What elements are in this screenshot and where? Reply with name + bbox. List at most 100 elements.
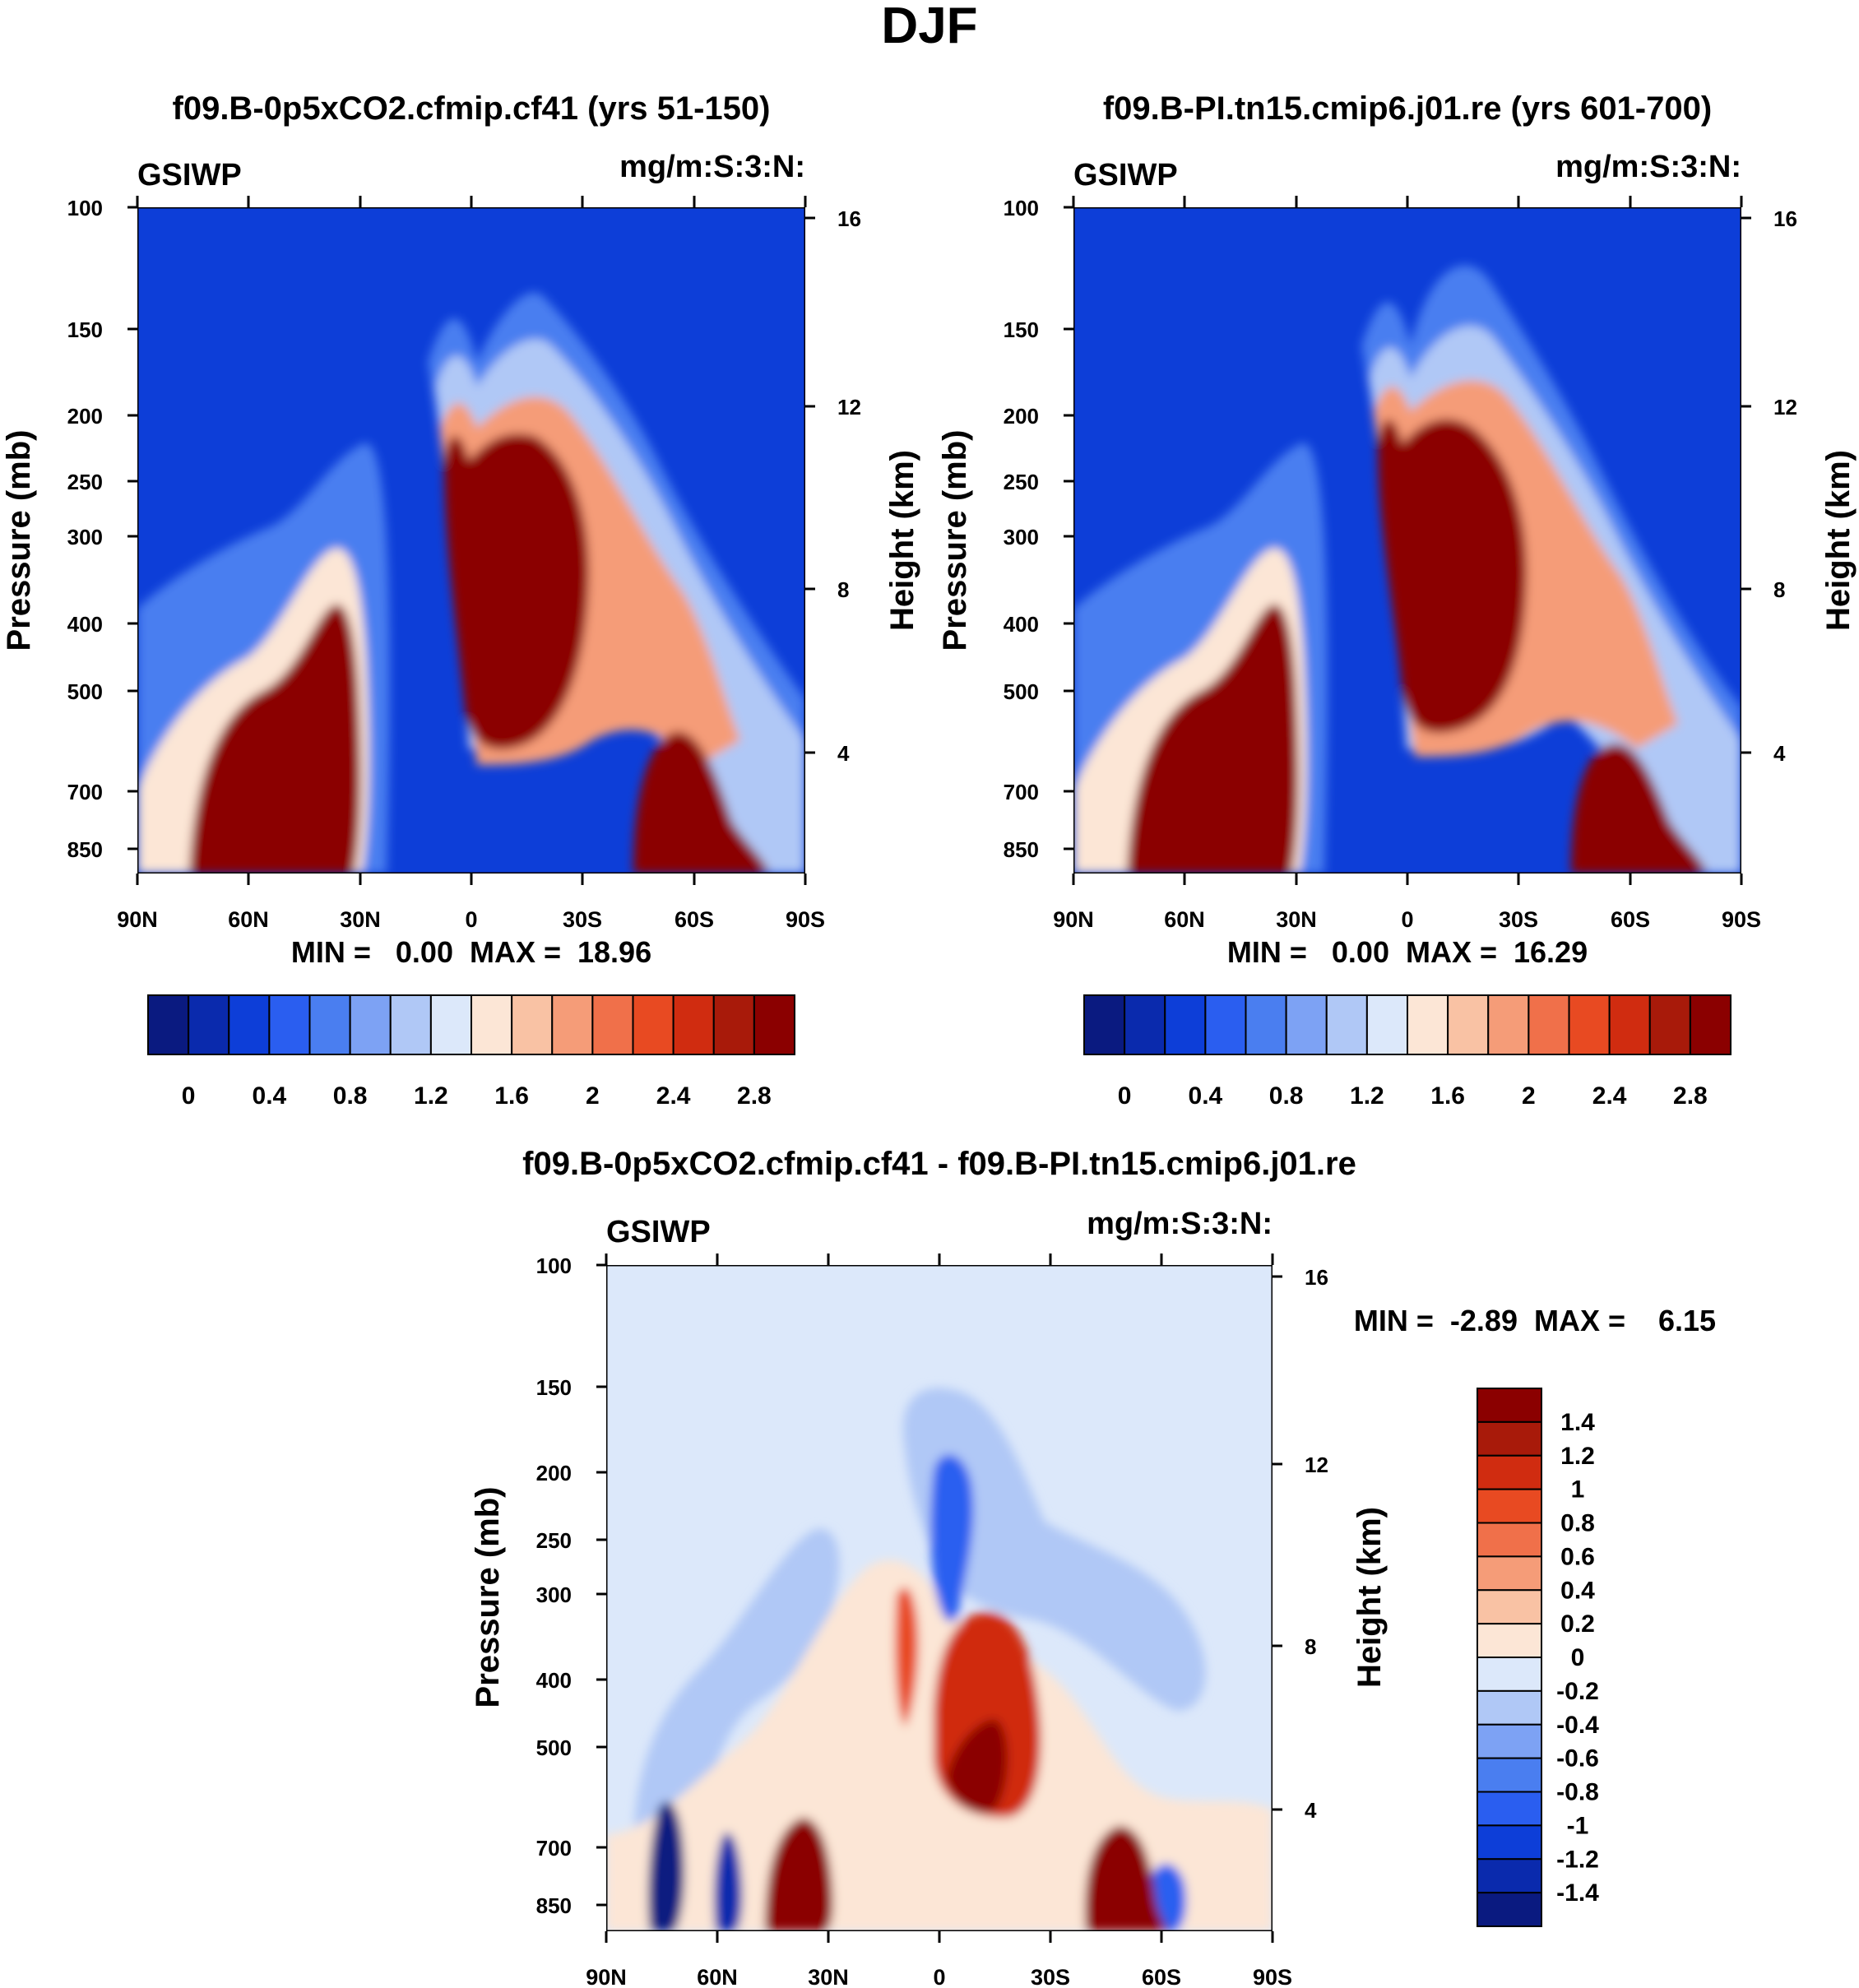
p3-colorbar-label-11: -0.8 bbox=[1556, 1779, 1599, 1806]
p2-xtick-0: 0 bbox=[1401, 907, 1413, 932]
p3-colorbar-label-12: -1 bbox=[1567, 1812, 1589, 1839]
p2-colorbar-label-3: 1.2 bbox=[1350, 1082, 1384, 1110]
p1-colorbar-swatch-14 bbox=[712, 994, 755, 1055]
p1-xtick-0: 0 bbox=[465, 907, 477, 932]
p1-y2tick-8: 8 bbox=[837, 577, 849, 602]
p3-colorbar-swatch-7 bbox=[1477, 1623, 1542, 1658]
p3-xtick-60s: 60S bbox=[1142, 1965, 1181, 1988]
panel-3-pos-core-right bbox=[1085, 1826, 1168, 1931]
p1-colorbar-swatch-1 bbox=[188, 994, 230, 1055]
panel-1-units-label: mg/m:S:3:N: bbox=[619, 150, 805, 184]
p2-xtick-30s: 30S bbox=[1499, 907, 1538, 932]
p2-ytick-850: 850 bbox=[1004, 837, 1039, 862]
p3-ytick-150: 150 bbox=[536, 1375, 572, 1400]
p3-colorbar-swatch-4 bbox=[1477, 1522, 1542, 1558]
p1-colorbar-label-1: 0.4 bbox=[253, 1082, 287, 1110]
p2-y2tick-12: 12 bbox=[1773, 395, 1797, 419]
panel-2-title: f09.B-PI.tn15.cmip6.j01.re (yrs 601-700) bbox=[1103, 90, 1712, 127]
p2-y2tick-16: 16 bbox=[1773, 206, 1797, 231]
p1-ytick-400: 400 bbox=[67, 612, 103, 637]
panel-3-neg-region-left bbox=[633, 1528, 840, 1851]
p1-colorbar-swatch-2 bbox=[228, 994, 271, 1055]
p3-ytick-100: 100 bbox=[536, 1254, 572, 1278]
p2-colorbar-swatch-2 bbox=[1164, 994, 1207, 1055]
p1-colorbar-swatch-8 bbox=[471, 994, 513, 1055]
panel-3-pos-core-left bbox=[765, 1818, 833, 1931]
p2-colorbar-swatch-12 bbox=[1568, 994, 1611, 1055]
p1-xtick-60n: 60N bbox=[228, 907, 269, 932]
p1-colorbar-label-6: 2.4 bbox=[656, 1082, 691, 1110]
p1-colorbar-swatch-12 bbox=[632, 994, 675, 1055]
panel-3-title: f09.B-0p5xCO2.cfmip.cf41 - f09.B-PI.tn15… bbox=[522, 1146, 1356, 1182]
p3-colorbar-swatch-13 bbox=[1477, 1824, 1542, 1861]
panel-2-y-labels: 100 150 200 250 300 400 500 700 850 16 1… bbox=[1004, 196, 1797, 862]
panel-3-neg-core-left1 bbox=[648, 1801, 684, 1931]
p1-ytick-850: 850 bbox=[67, 837, 103, 862]
p1-colorbar-swatch-9 bbox=[511, 994, 554, 1055]
panel-2-core-left bbox=[1127, 604, 1299, 874]
p2-colorbar-swatch-10 bbox=[1487, 994, 1530, 1055]
p2-colorbar-label-0: 0 bbox=[1118, 1082, 1132, 1110]
p1-colorbar-swatch-6 bbox=[389, 994, 432, 1055]
p3-xtick-30s: 30S bbox=[1031, 1965, 1070, 1988]
p2-ytick-400: 400 bbox=[1004, 612, 1039, 637]
p3-colorbar-label-14: -1.4 bbox=[1556, 1879, 1599, 1907]
p3-colorbar-label-8: -0.2 bbox=[1556, 1678, 1599, 1705]
p3-y2tick-8: 8 bbox=[1305, 1634, 1316, 1659]
panel-2-plot bbox=[1073, 207, 1741, 874]
panel-3-minmax: MIN = -2.89 MAX = 6.15 bbox=[1354, 1304, 1716, 1337]
figure-title: DJF bbox=[881, 0, 977, 54]
panel-3-plot bbox=[606, 1265, 1273, 1931]
panel-2-variable-label: GSIWP bbox=[1073, 158, 1178, 192]
panel-1-minmax: MIN = 0.00 MAX = 18.96 bbox=[291, 935, 651, 969]
p3-colorbar-swatch-12 bbox=[1477, 1791, 1542, 1827]
p3-colorbar-swatch-6 bbox=[1477, 1589, 1542, 1625]
p1-xtick-90n: 90N bbox=[117, 907, 158, 932]
p3-colorbar-label-13: -1.2 bbox=[1556, 1846, 1599, 1873]
p3-colorbar-label-5: 0.4 bbox=[1560, 1577, 1595, 1604]
panel-1-y-labels: 100 150 200 250 300 400 500 700 850 16 1… bbox=[67, 196, 861, 862]
p2-colorbar-label-1: 0.4 bbox=[1189, 1082, 1223, 1110]
p1-colorbar-swatch-7 bbox=[429, 994, 472, 1055]
panel-3-x-labels: 90N 60N 30N 0 30S 60S 90S bbox=[586, 1965, 1292, 1988]
p2-colorbar-swatch-15 bbox=[1689, 994, 1732, 1055]
panel-1-plot bbox=[137, 207, 805, 874]
p3-colorbar-label-10: -0.6 bbox=[1556, 1745, 1599, 1773]
panel-2-colorbar: 0 0.4 0.8 1.2 1.6 2 2.4 2.8 bbox=[1083, 994, 1732, 1110]
p2-colorbar-swatch-4 bbox=[1245, 994, 1287, 1055]
p1-xtick-60s: 60S bbox=[675, 907, 714, 932]
p1-colorbar-label-4: 1.6 bbox=[494, 1082, 529, 1110]
p1-ytick-150: 150 bbox=[67, 317, 103, 342]
p3-y2tick-16: 16 bbox=[1305, 1265, 1328, 1290]
p3-colorbar-swatch-0 bbox=[1477, 1388, 1542, 1423]
p3-colorbar-swatch-9 bbox=[1477, 1689, 1542, 1726]
panel-3-pos-core-center-left bbox=[895, 1587, 919, 1727]
p3-xtick-30n: 30N bbox=[808, 1965, 849, 1988]
p3-ytick-250: 250 bbox=[536, 1528, 572, 1553]
panel-1-variable-label: GSIWP bbox=[137, 158, 242, 192]
p2-colorbar-swatch-5 bbox=[1285, 994, 1328, 1055]
p2-y2tick-8: 8 bbox=[1773, 577, 1785, 602]
panel-3-colorbar: 1.4 1.2 1 0.8 0.6 0.4 0.2 0 -0.2 -0.4 -0.6 -0.8 -1 -1… bbox=[1477, 1388, 1599, 1927]
p2-xtick-60s: 60S bbox=[1611, 907, 1650, 932]
p3-xtick-0: 0 bbox=[933, 1965, 945, 1988]
panel-1-core-center bbox=[444, 433, 589, 749]
p3-colorbar-swatch-2 bbox=[1477, 1454, 1542, 1490]
panel-3-variable-label: GSIWP bbox=[606, 1215, 711, 1249]
p3-colorbar-swatch-1 bbox=[1477, 1420, 1542, 1457]
p1-y2tick-4: 4 bbox=[837, 741, 850, 766]
p2-colorbar-swatch-3 bbox=[1204, 994, 1247, 1055]
p1-colorbar-swatch-4 bbox=[308, 994, 351, 1055]
panel-3-y-axis-title: Pressure (mb) bbox=[470, 1487, 506, 1708]
p3-ytick-300: 300 bbox=[536, 1583, 572, 1607]
p3-y2tick-12: 12 bbox=[1305, 1453, 1328, 1477]
panel-1-core-left bbox=[189, 604, 361, 874]
p1-ytick-250: 250 bbox=[67, 470, 103, 494]
p2-ytick-200: 200 bbox=[1004, 404, 1039, 429]
panel-3-pos-core-center-dark bbox=[946, 1719, 1008, 1813]
p3-ytick-200: 200 bbox=[536, 1461, 572, 1485]
panel-1: f09.B-0p5xCO2.cfmip.cf41 (yrs 51-150) GS… bbox=[1, 90, 920, 1110]
p2-colorbar-swatch-9 bbox=[1447, 994, 1490, 1055]
panel-1-title: f09.B-0p5xCO2.cfmip.cf41 (yrs 51-150) bbox=[173, 90, 771, 127]
